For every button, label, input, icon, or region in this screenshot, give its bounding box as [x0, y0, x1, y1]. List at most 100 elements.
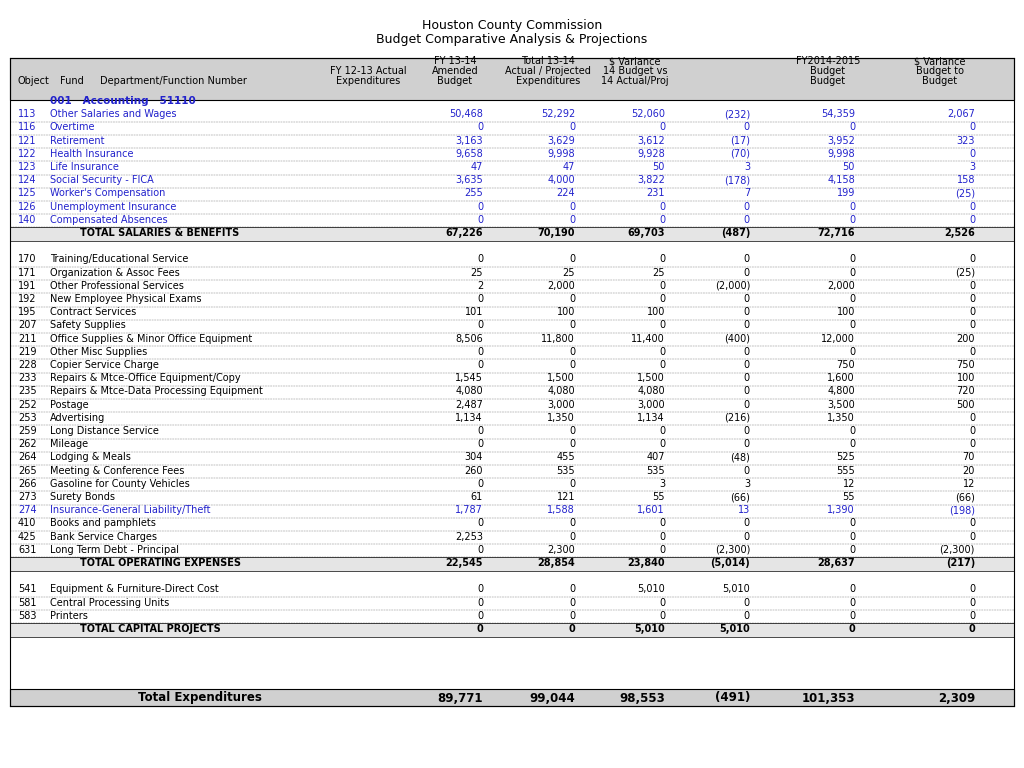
Text: 0: 0: [969, 426, 975, 436]
Text: Budget: Budget: [437, 76, 472, 86]
Text: 55: 55: [652, 492, 665, 502]
Text: Overtime: Overtime: [50, 122, 95, 132]
Text: Compensated Absences: Compensated Absences: [50, 215, 168, 225]
Text: 0: 0: [477, 215, 483, 225]
Text: New Employee Physical Exams: New Employee Physical Exams: [50, 294, 202, 304]
Text: 253: 253: [18, 413, 37, 423]
Text: (48): (48): [730, 452, 750, 462]
Text: 170: 170: [18, 254, 37, 264]
Text: 199: 199: [837, 188, 855, 198]
Text: 9,928: 9,928: [637, 149, 665, 159]
Text: 3,000: 3,000: [637, 399, 665, 409]
Text: Department/Function Number: Department/Function Number: [100, 76, 247, 86]
Text: 0: 0: [743, 439, 750, 449]
Text: 4,080: 4,080: [548, 386, 575, 396]
Text: Postage: Postage: [50, 399, 89, 409]
Text: (5,014): (5,014): [711, 558, 750, 568]
Text: 61: 61: [471, 492, 483, 502]
Text: 750: 750: [956, 360, 975, 370]
Text: 0: 0: [849, 294, 855, 304]
Text: 113: 113: [18, 109, 37, 119]
Text: 535: 535: [556, 465, 575, 475]
Text: 0: 0: [849, 584, 855, 594]
Text: 121: 121: [556, 492, 575, 502]
Text: 3,163: 3,163: [456, 136, 483, 146]
Text: 273: 273: [18, 492, 37, 502]
Text: 11,400: 11,400: [631, 333, 665, 343]
Text: (70): (70): [730, 149, 750, 159]
Text: (487): (487): [721, 228, 750, 238]
Text: 3: 3: [658, 478, 665, 488]
Text: Lodging & Meals: Lodging & Meals: [50, 452, 131, 462]
Text: $ Variance: $ Variance: [609, 56, 660, 66]
Text: 266: 266: [18, 478, 37, 488]
Text: 0: 0: [969, 584, 975, 594]
Text: Total Expenditures: Total Expenditures: [138, 691, 262, 704]
Text: (66): (66): [730, 492, 750, 502]
Text: Surety Bonds: Surety Bonds: [50, 492, 115, 502]
Text: 0: 0: [849, 439, 855, 449]
Text: 0: 0: [477, 347, 483, 357]
Text: 55: 55: [843, 492, 855, 502]
Text: 207: 207: [18, 320, 37, 330]
Text: 0: 0: [477, 598, 483, 607]
Text: 0: 0: [743, 267, 750, 277]
Text: 28,637: 28,637: [817, 558, 855, 568]
Text: 4,080: 4,080: [456, 386, 483, 396]
Text: Budget: Budget: [810, 76, 846, 86]
Text: 2,000: 2,000: [827, 281, 855, 291]
Text: 0: 0: [743, 307, 750, 317]
Text: 0: 0: [969, 598, 975, 607]
Text: 0: 0: [743, 611, 750, 621]
Text: 0: 0: [743, 465, 750, 475]
Text: 70: 70: [963, 452, 975, 462]
Text: Object: Object: [18, 76, 50, 86]
Text: 3: 3: [969, 162, 975, 172]
Text: 3: 3: [743, 162, 750, 172]
Text: 22,545: 22,545: [445, 558, 483, 568]
Text: 0: 0: [743, 360, 750, 370]
Text: 89,771: 89,771: [437, 691, 483, 704]
Text: 158: 158: [956, 175, 975, 185]
Text: 99,044: 99,044: [529, 691, 575, 704]
Text: Other Salaries and Wages: Other Salaries and Wages: [50, 109, 176, 119]
Text: 50: 50: [652, 162, 665, 172]
Text: 0: 0: [743, 215, 750, 225]
Text: 233: 233: [18, 373, 37, 383]
Text: 0: 0: [658, 439, 665, 449]
Text: 0: 0: [658, 254, 665, 264]
Text: 1,390: 1,390: [827, 505, 855, 515]
Text: Bank Service Charges: Bank Service Charges: [50, 531, 157, 541]
Text: 252: 252: [18, 399, 37, 409]
Text: Expenditures: Expenditures: [336, 76, 400, 86]
Text: Printers: Printers: [50, 611, 88, 621]
Text: 28,854: 28,854: [538, 558, 575, 568]
Text: 3,000: 3,000: [548, 399, 575, 409]
Text: 0: 0: [743, 426, 750, 436]
Text: 47: 47: [562, 162, 575, 172]
Text: Budget: Budget: [810, 66, 846, 76]
Text: 2: 2: [477, 281, 483, 291]
Text: 1,787: 1,787: [455, 505, 483, 515]
Text: 0: 0: [569, 320, 575, 330]
Text: 720: 720: [956, 386, 975, 396]
Text: 52,292: 52,292: [541, 109, 575, 119]
Text: 0: 0: [477, 545, 483, 554]
Text: 101,353: 101,353: [802, 691, 855, 704]
Text: 0: 0: [658, 347, 665, 357]
Text: 0: 0: [849, 122, 855, 132]
Text: 0: 0: [477, 518, 483, 528]
Text: 260: 260: [465, 465, 483, 475]
Text: 192: 192: [18, 294, 37, 304]
Text: 001   Accounting   51110: 001 Accounting 51110: [50, 96, 196, 106]
Text: 0: 0: [743, 202, 750, 212]
Text: 100: 100: [646, 307, 665, 317]
Text: 500: 500: [956, 399, 975, 409]
Text: Social Security - FICA: Social Security - FICA: [50, 175, 154, 185]
Text: Equipment & Furniture-Direct Cost: Equipment & Furniture-Direct Cost: [50, 584, 219, 594]
Text: 0: 0: [969, 413, 975, 423]
Text: 1,500: 1,500: [637, 373, 665, 383]
Text: 0: 0: [477, 584, 483, 594]
Text: 0: 0: [969, 254, 975, 264]
Text: 12: 12: [843, 478, 855, 488]
